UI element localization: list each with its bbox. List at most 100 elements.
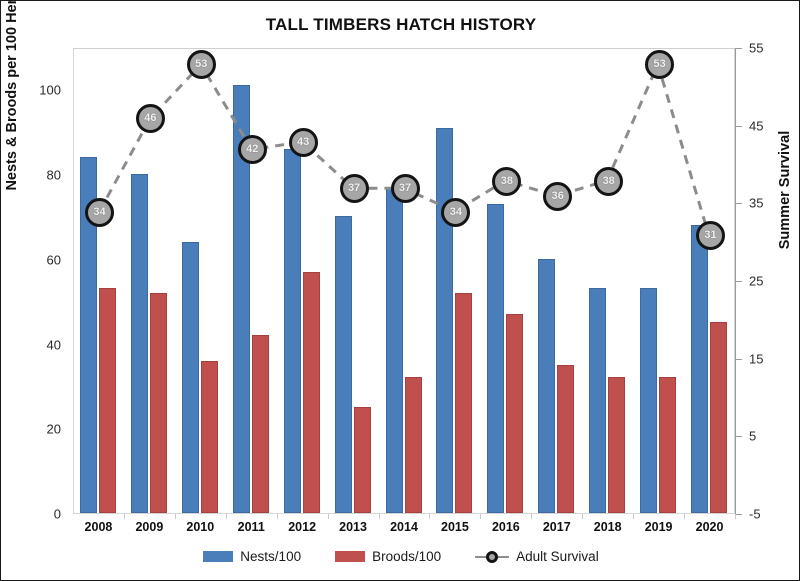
adult-survival-marker[interactable]: 37 bbox=[339, 174, 369, 204]
bar-group bbox=[685, 49, 736, 513]
bar-broods[interactable] bbox=[251, 335, 269, 513]
legend-item-adult-survival[interactable]: Adult Survival bbox=[475, 549, 599, 564]
adult-survival-marker[interactable]: 38 bbox=[594, 166, 624, 196]
y-tick-mark-right bbox=[735, 125, 742, 127]
x-tick-mark bbox=[276, 514, 278, 519]
x-tick-mark bbox=[327, 514, 329, 519]
bar-group bbox=[227, 49, 278, 513]
y-axis-left-title: Nests & Broods per 100 Hens bbox=[4, 0, 20, 191]
bar-nests[interactable] bbox=[181, 241, 199, 513]
x-tick-mark bbox=[684, 514, 686, 519]
bar-broods[interactable] bbox=[302, 271, 320, 513]
bar-group bbox=[74, 49, 125, 513]
x-tick-mark bbox=[735, 514, 736, 519]
y-tick-label-right: 25 bbox=[749, 273, 764, 289]
bar-broods[interactable] bbox=[200, 360, 218, 513]
x-tick-mark bbox=[174, 514, 176, 519]
adult-survival-marker[interactable]: 38 bbox=[492, 166, 522, 196]
bar-broods[interactable] bbox=[455, 292, 473, 513]
x-axis-label: 2010 bbox=[186, 520, 215, 534]
adult-survival-marker[interactable]: 42 bbox=[237, 135, 267, 165]
x-axis-label: 2020 bbox=[695, 520, 724, 534]
y-tick-label-right: 5 bbox=[749, 428, 757, 444]
bar-group bbox=[430, 49, 481, 513]
bar-group bbox=[532, 49, 583, 513]
legend-swatch-nests-icon bbox=[203, 551, 234, 562]
legend-label-adult-survival: Adult Survival bbox=[516, 549, 599, 564]
x-tick-mark bbox=[225, 514, 227, 519]
x-tick-mark bbox=[582, 514, 584, 519]
x-axis-label: 2013 bbox=[339, 520, 367, 534]
bar-nests[interactable] bbox=[283, 148, 301, 513]
x-axis-label: 2015 bbox=[441, 520, 469, 534]
y-tick-label-left: 100 bbox=[39, 82, 61, 98]
legend-item-broods[interactable]: Broods/100 bbox=[335, 549, 441, 564]
adult-survival-marker[interactable]: 53 bbox=[645, 50, 675, 80]
adult-survival-marker[interactable]: 37 bbox=[390, 174, 420, 204]
x-axis-label: 2018 bbox=[593, 520, 622, 534]
chart-legend: Nests/100 Broods/100 Adult Survival bbox=[1, 549, 799, 564]
y-tick-mark-right bbox=[735, 48, 742, 49]
bar-nests[interactable] bbox=[130, 174, 148, 513]
bar-broods[interactable] bbox=[710, 322, 728, 513]
y-tick-label-left: 80 bbox=[46, 167, 61, 183]
legend-item-nests[interactable]: Nests/100 bbox=[203, 549, 301, 564]
bar-broods[interactable] bbox=[149, 292, 167, 513]
bar-group bbox=[329, 49, 380, 513]
bar-nests[interactable] bbox=[385, 186, 403, 513]
bars-layer bbox=[74, 49, 734, 513]
x-tick-mark bbox=[123, 514, 125, 519]
bar-broods[interactable] bbox=[557, 364, 575, 513]
x-axis-label: 2008 bbox=[84, 520, 113, 534]
y-tick-mark-right bbox=[735, 358, 742, 360]
legend-label-nests: Nests/100 bbox=[240, 549, 302, 564]
adult-survival-marker[interactable]: 34 bbox=[84, 197, 114, 227]
y-tick-label-right: 35 bbox=[749, 195, 764, 211]
adult-survival-marker[interactable]: 53 bbox=[186, 50, 216, 80]
adult-survival-marker[interactable]: 36 bbox=[543, 182, 573, 212]
x-axis-label: 2014 bbox=[390, 520, 418, 534]
x-tick-mark bbox=[378, 514, 380, 519]
y-tick-label-right: 45 bbox=[749, 118, 764, 134]
bar-broods[interactable] bbox=[99, 288, 116, 513]
bar-group bbox=[380, 49, 431, 513]
bar-nests[interactable] bbox=[691, 224, 709, 513]
adult-survival-marker[interactable]: 46 bbox=[135, 104, 165, 134]
legend-swatch-broods-icon bbox=[335, 551, 366, 562]
bar-group bbox=[278, 49, 329, 513]
bar-broods[interactable] bbox=[404, 377, 422, 513]
bar-group bbox=[583, 49, 634, 513]
x-axis-label: 2017 bbox=[542, 520, 571, 534]
bar-nests[interactable] bbox=[80, 157, 97, 513]
adult-survival-marker[interactable]: 34 bbox=[441, 197, 471, 227]
legend-swatch-line-marker-icon bbox=[475, 550, 510, 564]
x-tick-mark bbox=[531, 514, 533, 519]
chart-title: TALL TIMBERS HATCH HISTORY bbox=[265, 15, 537, 34]
bar-broods[interactable] bbox=[608, 377, 626, 513]
bar-group bbox=[634, 49, 685, 513]
adult-survival-marker[interactable]: 31 bbox=[696, 220, 726, 250]
x-axis-label: 2011 bbox=[237, 520, 265, 534]
bar-nests[interactable] bbox=[436, 127, 454, 513]
adult-survival-marker[interactable]: 43 bbox=[288, 127, 318, 157]
bar-broods[interactable] bbox=[353, 407, 371, 513]
y-axis-right-title: Summer Survival bbox=[777, 130, 793, 250]
bar-broods[interactable] bbox=[506, 313, 524, 513]
plot-area: 34 46 53 42 43 37 37 34 38 36 38 53 31 bbox=[73, 48, 735, 514]
y-tick-label-left: 60 bbox=[46, 252, 61, 268]
bar-nests[interactable] bbox=[640, 288, 658, 513]
bar-nests[interactable] bbox=[538, 258, 556, 513]
y-tick-label-right: 15 bbox=[749, 351, 764, 367]
bar-broods[interactable] bbox=[659, 377, 677, 513]
y-tick-label-right: 55 bbox=[749, 40, 764, 56]
bar-nests[interactable] bbox=[589, 288, 607, 513]
bar-nests[interactable] bbox=[487, 203, 505, 513]
y-tick-label-left: 40 bbox=[46, 337, 61, 353]
x-tick-mark bbox=[429, 514, 431, 519]
bar-nests[interactable] bbox=[334, 216, 352, 513]
x-axis-label: 2009 bbox=[135, 520, 164, 534]
x-axis-label: 2012 bbox=[288, 520, 317, 534]
bar-group bbox=[481, 49, 532, 513]
y-tick-label-right: -5 bbox=[749, 506, 761, 522]
y-tick-mark-right bbox=[735, 281, 742, 282]
